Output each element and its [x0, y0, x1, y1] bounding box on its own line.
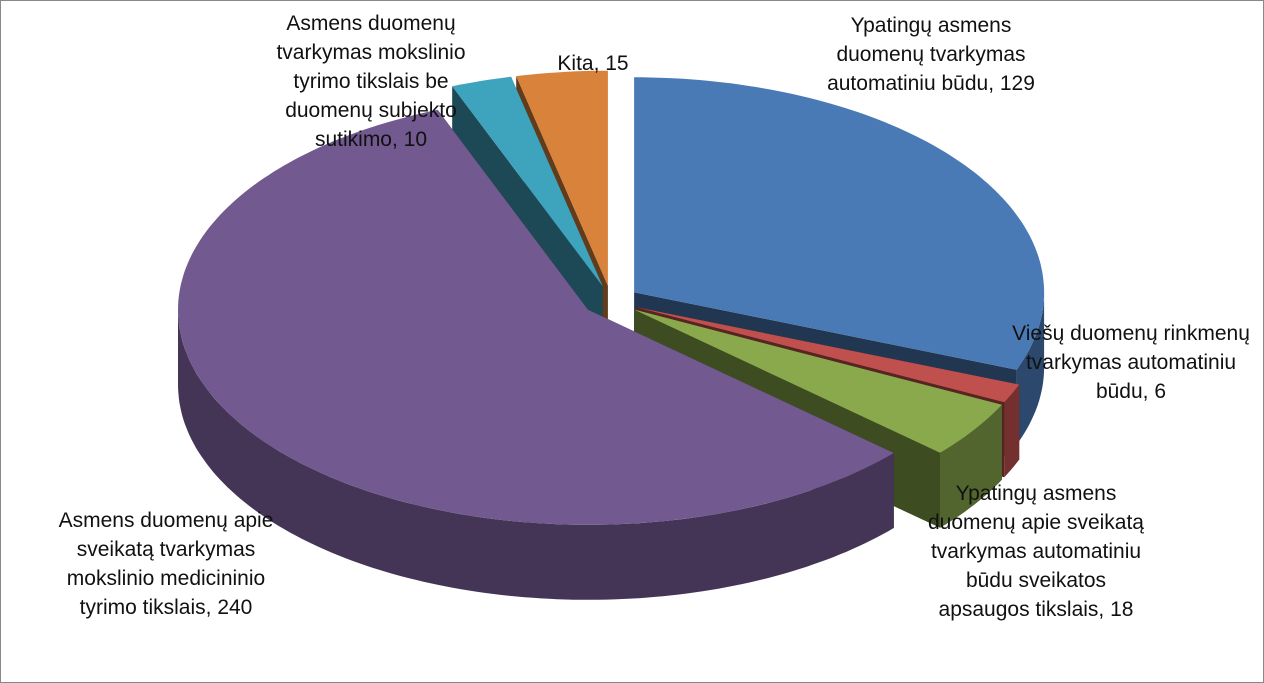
- slice: [516, 70, 608, 286]
- slice: [452, 76, 603, 287]
- slice: [178, 109, 894, 525]
- slice: [634, 77, 1045, 370]
- data-label: Ypatingų asmens duomenų apie sveikatą tv…: [928, 482, 1144, 621]
- slice-side: [940, 404, 1002, 528]
- slice-side: [1016, 292, 1045, 445]
- data-label: Kita, 15: [557, 52, 629, 75]
- data-label: Viešų duomenų rinkmenų tvarkymas automat…: [1012, 322, 1250, 403]
- slice: [634, 309, 1002, 453]
- data-label: Asmens duomenų tvarkymas mokslinio tyrim…: [276, 12, 466, 151]
- data-label: Asmens duomenų apie sveikatą tvarkymas m…: [58, 509, 274, 619]
- data-label: Ypatingų asmens duomenų tvarkymas automa…: [827, 14, 1035, 95]
- slice-side: [1004, 384, 1020, 478]
- slice-side: [178, 309, 894, 600]
- slice: [636, 307, 1020, 403]
